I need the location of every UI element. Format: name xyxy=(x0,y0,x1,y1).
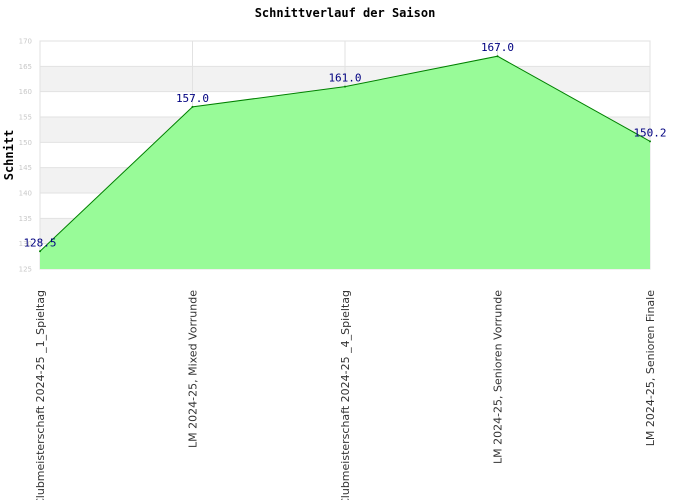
data-label: 161.0 xyxy=(328,72,361,85)
data-label: 157.0 xyxy=(176,92,209,105)
x-tick-label: Clubmeisterschaft 2024-25 _1_Spieltag xyxy=(34,290,47,500)
y-tick-label: 160 xyxy=(19,88,32,96)
x-tick-label: LM 2024-25, Senioren Finale xyxy=(644,290,657,446)
y-tick-label: 150 xyxy=(19,139,32,147)
y-tick-label: 125 xyxy=(19,266,32,274)
data-point xyxy=(39,250,41,253)
y-tick-label: 155 xyxy=(19,114,32,122)
plot-area: 128.5 157.0 161.0 167.0 150.2 125 130 135 140 145… xyxy=(19,38,667,500)
y-tick-label: 170 xyxy=(19,38,32,46)
data-point xyxy=(344,85,346,88)
data-point xyxy=(191,105,194,108)
y-tick-label: 165 xyxy=(19,63,32,71)
x-tick-label: LM 2024-25, Senioren Vorrunde xyxy=(492,290,505,464)
y-tick-label: 130 xyxy=(19,240,32,248)
data-label: 128.5 xyxy=(23,236,56,249)
data-point xyxy=(496,55,499,58)
y-tick-label: 135 xyxy=(19,215,32,223)
y-axis-label: Schnitt xyxy=(2,130,16,181)
data-label: 150.2 xyxy=(633,126,666,139)
data-point xyxy=(649,140,651,143)
series-area-fill xyxy=(40,56,650,270)
x-tick-label: Clubmeisterschaft 2024-25 _4_Spieltag xyxy=(339,290,352,500)
data-label: 167.0 xyxy=(481,41,514,54)
y-tick-label: 145 xyxy=(19,164,32,172)
chart-title: Schnittverlauf der Saison xyxy=(255,6,436,20)
y-tick-label: 140 xyxy=(19,190,32,198)
x-tick-label: LM 2024-25, Mixed Vorrunde xyxy=(187,290,200,448)
